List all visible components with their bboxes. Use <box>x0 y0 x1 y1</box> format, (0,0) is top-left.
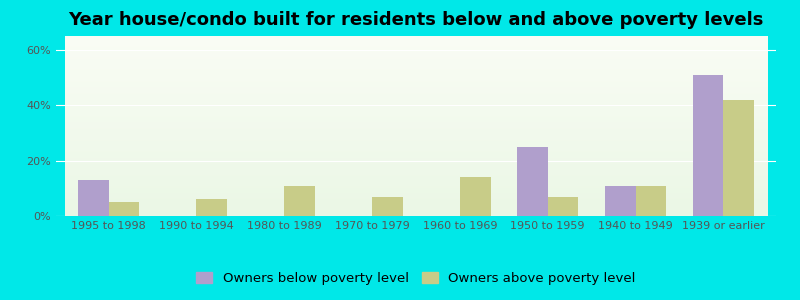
Bar <box>693 75 723 216</box>
Bar <box>635 185 666 216</box>
Bar <box>517 147 548 216</box>
Bar <box>605 185 635 216</box>
Bar <box>78 180 109 216</box>
Bar <box>548 196 578 216</box>
Bar <box>197 200 227 216</box>
Bar <box>723 100 754 216</box>
Bar <box>109 202 139 216</box>
Title: Year house/condo built for residents below and above poverty levels: Year house/condo built for residents bel… <box>68 11 764 29</box>
Bar <box>372 196 403 216</box>
Legend: Owners below poverty level, Owners above poverty level: Owners below poverty level, Owners above… <box>196 272 636 285</box>
Bar <box>460 177 490 216</box>
Bar <box>284 185 315 216</box>
